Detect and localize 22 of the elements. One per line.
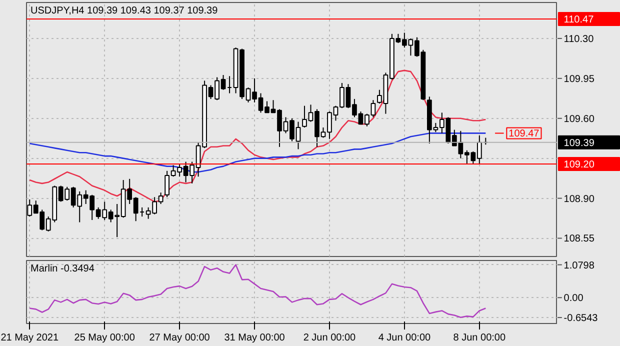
y-tick-label: 109.60 [564, 114, 595, 125]
y-tick-label: 1.0798 [564, 260, 595, 272]
y-tick-label: 108.90 [564, 194, 595, 205]
y-tick-label: 110.30 [564, 34, 594, 45]
x-tick-label: 25 May 00:00 [74, 332, 136, 344]
y-tick-label: 108.55 [564, 234, 595, 245]
x-tick-label: 8 Jun 00:00 [453, 332, 506, 344]
x-tick-label: 2 Jun 00:00 [303, 332, 356, 344]
x-tick-label: 21 May 2021 [0, 332, 59, 344]
x-tick-label: 31 May 00:00 [224, 332, 286, 344]
y-tick-label: -0.6543 [564, 313, 598, 324]
ref-line-label: 109.20 [564, 160, 595, 171]
ref-line-label: 109.39 [564, 138, 595, 149]
y-tick-label: 0.00 [564, 293, 584, 304]
text: 109.47 [508, 128, 540, 140]
x-tick-label: 4 Jun 00:00 [378, 332, 432, 344]
x-tick-label: 27 May 00:00 [149, 332, 210, 344]
chart-title: Marlin -0.3494 [30, 264, 95, 274]
line-series [28, 264, 486, 318]
y-tick-label: 109.95 [564, 74, 595, 85]
ref-line-label: 110.47 [564, 14, 594, 26]
chart-title: USDJPY,H4 109.39 109.43 109.37 109.39 [30, 6, 218, 16]
